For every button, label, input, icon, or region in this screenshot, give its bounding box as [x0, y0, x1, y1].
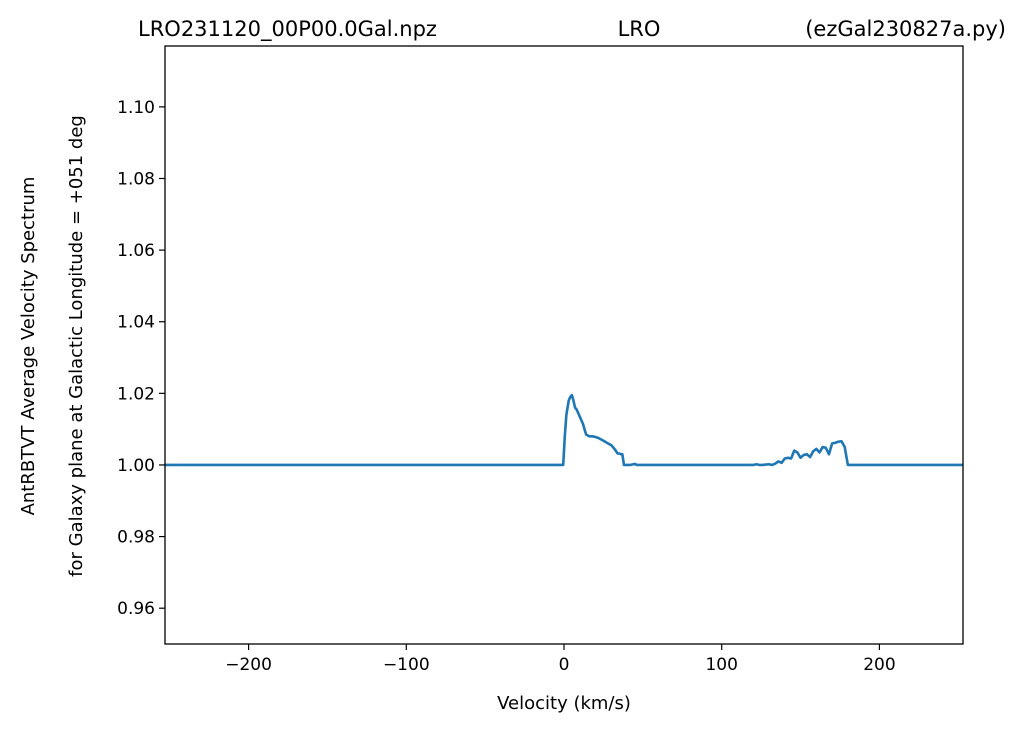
y-tick-label: 1.02 [117, 384, 155, 404]
y-axis-label-line1: AntRBTVT Average Velocity Spectrum [18, 177, 39, 516]
y-tick-label: 1.00 [117, 456, 155, 476]
x-tick-label: 100 [705, 655, 737, 675]
chart-title-center: LRO [618, 17, 661, 41]
x-tick-label: −200 [225, 655, 272, 675]
y-ticks: 0.96 0.98 1.00 1.02 1.04 1.06 1.08 1.10 [117, 98, 165, 619]
chart-title-right: (ezGal230827a.py) [805, 17, 1006, 41]
y-tick-label: 0.96 [117, 599, 155, 619]
chart-title-left: LRO231120_00P00.0Gal.npz [138, 17, 437, 42]
x-ticks: −200 −100 0 100 200 [225, 644, 896, 675]
x-tick-label: −100 [383, 655, 430, 675]
y-tick-label: 1.10 [117, 98, 155, 118]
y-tick-label: 1.06 [117, 241, 155, 261]
series-layer [165, 393, 963, 467]
y-tick-label: 0.98 [117, 528, 155, 548]
x-tick-label: 0 [559, 655, 570, 675]
series-line-0 [165, 393, 963, 467]
y-tick-label: 1.08 [117, 169, 155, 189]
x-tick-label: 200 [863, 655, 895, 675]
y-axis-label-line2: for Galaxy plane at Galactic Longitude =… [66, 115, 87, 577]
x-axis-label: Velocity (km/s) [497, 693, 631, 714]
plot-area-frame [164, 45, 964, 645]
y-tick-label: 1.04 [117, 313, 155, 333]
